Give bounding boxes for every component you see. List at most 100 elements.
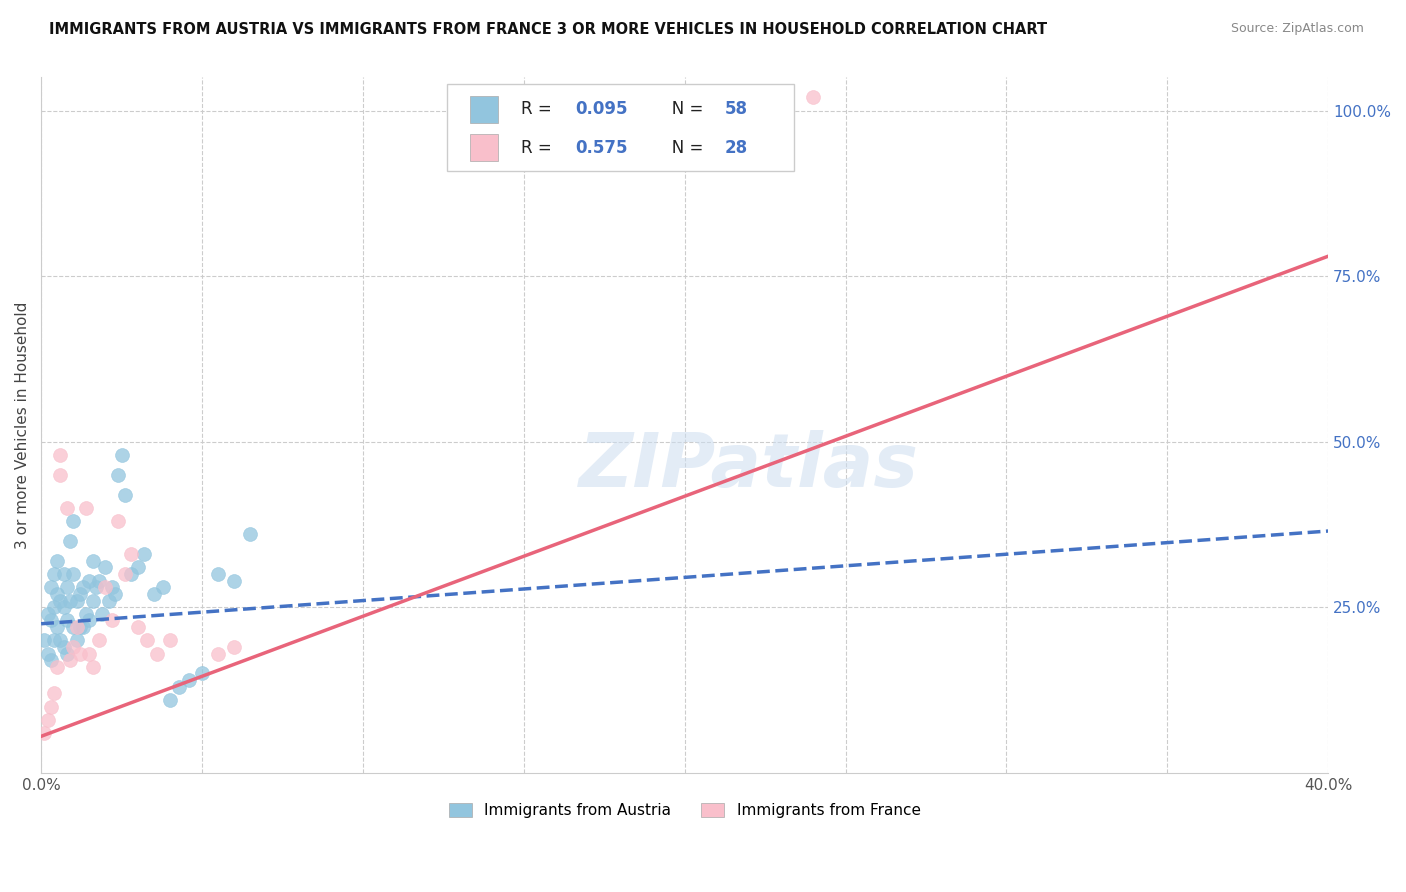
Point: [56, 647, 79, 661]
Point: [142, 587, 165, 601]
Point: [56, 614, 79, 628]
Point: [75, 500, 97, 515]
Point: [207, 647, 229, 661]
Point: [207, 567, 229, 582]
Point: [69, 587, 91, 601]
Point: [94, 560, 117, 574]
Point: [65, 593, 87, 607]
Point: [49, 467, 72, 482]
Text: 58: 58: [724, 101, 748, 119]
Point: [224, 640, 246, 654]
Point: [39, 653, 62, 667]
Point: [224, 574, 246, 588]
Point: [65, 620, 87, 634]
Text: ZIPatlas: ZIPatlas: [579, 430, 920, 503]
Point: [87, 574, 110, 588]
Point: [101, 580, 124, 594]
Point: [42, 686, 65, 700]
Point: [52, 640, 75, 654]
Point: [127, 620, 149, 634]
Point: [52, 567, 75, 582]
Point: [75, 607, 97, 621]
Text: R =: R =: [522, 138, 557, 157]
Point: [82, 554, 104, 568]
Point: [120, 547, 142, 561]
Point: [62, 640, 84, 654]
Point: [169, 680, 191, 694]
Point: [39, 580, 62, 594]
Point: [801, 90, 824, 104]
Point: [39, 699, 62, 714]
Point: [159, 633, 181, 648]
Text: 0.575: 0.575: [575, 138, 627, 157]
Point: [46, 587, 69, 601]
Text: R =: R =: [522, 101, 557, 119]
Point: [59, 653, 82, 667]
Text: 0.095: 0.095: [575, 101, 627, 119]
Text: IMMIGRANTS FROM AUSTRIA VS IMMIGRANTS FROM FRANCE 3 OR MORE VEHICLES IN HOUSEHOL: IMMIGRANTS FROM AUSTRIA VS IMMIGRANTS FR…: [49, 22, 1047, 37]
Point: [65, 633, 87, 648]
Point: [136, 633, 159, 648]
Point: [42, 567, 65, 582]
Text: 28: 28: [724, 138, 748, 157]
Point: [107, 514, 129, 528]
Point: [62, 514, 84, 528]
Point: [46, 620, 69, 634]
Point: [46, 660, 69, 674]
Point: [46, 554, 69, 568]
Bar: [470, 135, 498, 161]
Point: [152, 580, 174, 594]
Point: [94, 580, 117, 594]
Point: [132, 547, 155, 561]
Point: [114, 567, 136, 582]
Point: [37, 647, 59, 661]
Point: [146, 647, 169, 661]
Legend: Immigrants from Austria, Immigrants from France: Immigrants from Austria, Immigrants from…: [443, 797, 927, 824]
Point: [42, 600, 65, 615]
Point: [79, 574, 101, 588]
Point: [49, 593, 72, 607]
Point: [52, 600, 75, 615]
Point: [34, 633, 56, 648]
Point: [107, 467, 129, 482]
Text: Source: ZipAtlas.com: Source: ZipAtlas.com: [1230, 22, 1364, 36]
Point: [82, 660, 104, 674]
Point: [56, 580, 79, 594]
Point: [239, 527, 262, 541]
Point: [179, 673, 201, 687]
Point: [127, 560, 149, 574]
Point: [37, 713, 59, 727]
Point: [79, 647, 101, 661]
Point: [39, 614, 62, 628]
Point: [104, 587, 127, 601]
Point: [34, 726, 56, 740]
Point: [120, 567, 142, 582]
Point: [62, 620, 84, 634]
Point: [69, 620, 91, 634]
Point: [59, 593, 82, 607]
Point: [110, 448, 132, 462]
Point: [37, 607, 59, 621]
Point: [191, 666, 214, 681]
Point: [69, 647, 91, 661]
Point: [84, 580, 107, 594]
Text: N =: N =: [657, 138, 709, 157]
Bar: [470, 96, 498, 122]
Y-axis label: 3 or more Vehicles in Household: 3 or more Vehicles in Household: [15, 301, 30, 549]
Point: [159, 693, 181, 707]
Point: [49, 633, 72, 648]
Point: [82, 593, 104, 607]
Point: [91, 607, 114, 621]
Point: [59, 533, 82, 548]
Point: [62, 567, 84, 582]
FancyBboxPatch shape: [447, 85, 794, 171]
Point: [87, 633, 110, 648]
Point: [101, 614, 124, 628]
Point: [42, 633, 65, 648]
Text: N =: N =: [657, 101, 709, 119]
Point: [49, 448, 72, 462]
Point: [72, 620, 94, 634]
Point: [72, 580, 94, 594]
Point: [114, 488, 136, 502]
Point: [56, 500, 79, 515]
